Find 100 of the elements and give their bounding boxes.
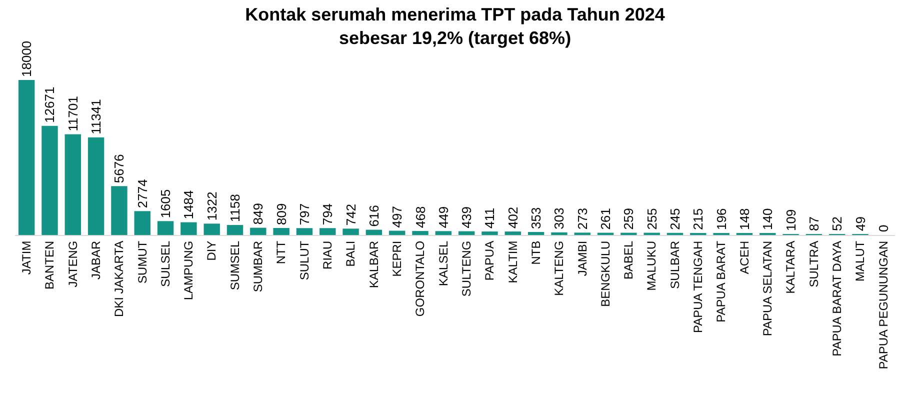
- data-label: 742: [343, 204, 358, 226]
- bar: [180, 222, 197, 235]
- data-label: 468: [412, 206, 428, 228]
- data-label: 196: [714, 208, 729, 230]
- data-label: 148: [736, 208, 752, 230]
- data-label: 140: [760, 208, 776, 230]
- data-label: 402: [505, 206, 520, 229]
- bar: [342, 228, 359, 235]
- x-tick-label: KALBAR: [366, 240, 381, 288]
- bar: [458, 231, 475, 235]
- bar: [42, 126, 58, 235]
- x-tick-label: SULUT: [297, 240, 312, 280]
- data-label: 87: [806, 216, 822, 231]
- x-tick-label: PAPUA: [482, 240, 497, 281]
- bar: [88, 137, 104, 235]
- x-tick-label: BENGKULU: [598, 240, 612, 307]
- data-label: 52: [830, 216, 845, 231]
- chart-title: Kontak serumah menerima TPT pada Tahun 2024 sebesar 19,2% (target 68%): [245, 4, 665, 48]
- x-tick-label: KALTARA: [784, 240, 798, 294]
- data-label: 439: [459, 206, 474, 228]
- bar: [250, 228, 266, 235]
- data-label: 2774: [134, 179, 150, 208]
- x-tick-label: BALI: [344, 240, 358, 267]
- data-label: 849: [250, 202, 266, 225]
- bar: [389, 230, 406, 235]
- data-label: 1484: [181, 190, 196, 220]
- bar: [320, 228, 336, 235]
- x-tick-label: LAMPUNG: [182, 240, 196, 300]
- bar: [296, 228, 313, 235]
- x-tick-label: SULSEL: [158, 240, 172, 287]
- x-tick-label: KALTENG: [552, 240, 566, 296]
- x-tick-label: NTB: [528, 240, 543, 265]
- bar: [64, 134, 81, 235]
- data-label: 497: [390, 206, 405, 228]
- data-label: 215: [690, 208, 706, 230]
- x-tick-label: JATENG: [66, 240, 80, 288]
- data-label: 109: [783, 209, 798, 231]
- x-tick-label: PAPUA SELATAN: [760, 240, 775, 336]
- bar: [157, 221, 174, 235]
- x-tick-label: SULTENG: [459, 240, 474, 297]
- x-tick-label: KALTIM: [506, 240, 520, 284]
- data-label: 353: [528, 207, 544, 229]
- data-label: 12671: [42, 86, 58, 123]
- bar: [134, 211, 150, 235]
- bar: [504, 232, 521, 235]
- x-tick-label: SUMUT: [135, 240, 150, 284]
- bar: [204, 224, 220, 235]
- x-tick-label: NTT: [274, 240, 288, 264]
- x-tick-label: JATIM: [19, 240, 34, 275]
- x-tick-label: SULTRA: [806, 240, 821, 288]
- bar: [111, 186, 128, 235]
- x-tick-label: BABEL: [622, 240, 636, 280]
- x-tick-label: KALSEL: [436, 240, 450, 286]
- x-tick-label: SUMSEL: [228, 240, 242, 290]
- x-tick-label: PAPUA BARAT: [714, 240, 728, 322]
- data-label: 259: [621, 208, 636, 230]
- data-label: 5676: [112, 154, 127, 184]
- data-label: 11341: [88, 99, 104, 134]
- x-tick-label: MALUKU: [644, 240, 659, 291]
- data-label: 1158: [228, 194, 242, 222]
- bar: [482, 231, 498, 235]
- x-tick-label: ACEH: [737, 240, 752, 274]
- x-tick-label: JAMBI: [575, 240, 590, 276]
- bar: [226, 225, 244, 235]
- data-label: 809: [274, 203, 289, 226]
- data-label: 18000: [19, 40, 34, 77]
- x-tick-label: KEPRI: [390, 240, 404, 277]
- data-label: 449: [436, 206, 451, 228]
- x-tick-label: PAPUA BARAT DAYA: [830, 240, 844, 356]
- x-tick-label: PAPUA TENGAH: [691, 240, 706, 334]
- x-tick-label: SULBAR: [668, 240, 682, 289]
- data-label: 11701: [65, 96, 80, 132]
- data-label: 303: [552, 208, 567, 230]
- data-label: 273: [574, 208, 590, 230]
- bar: [273, 228, 290, 235]
- data-label: 245: [668, 208, 682, 230]
- bar: [18, 80, 35, 235]
- bar: [435, 231, 452, 235]
- x-tick-label: DIY: [204, 240, 219, 261]
- bar: [528, 232, 544, 235]
- data-label: 797: [296, 203, 312, 226]
- data-label: 49: [852, 216, 868, 231]
- x-tick-label: BANTEN: [42, 240, 57, 290]
- data-label: 1605: [158, 189, 174, 218]
- x-tick-label: JABAR: [88, 240, 103, 280]
- bar: [551, 232, 568, 235]
- data-label: 255: [644, 208, 660, 230]
- data-label: 261: [598, 208, 614, 230]
- data-label: 794: [320, 203, 336, 226]
- data-label: 0: [876, 224, 891, 232]
- x-tick-label: SUMBAR: [251, 240, 266, 292]
- x-tick-label: GORONTALO: [413, 240, 428, 317]
- x-tick-label: MALUT: [853, 240, 868, 282]
- bar: [366, 230, 382, 235]
- data-label: 1322: [204, 192, 220, 221]
- x-tick-label: PAPUA PEGUNUNGAN: [876, 240, 890, 370]
- data-label: 616: [366, 204, 382, 227]
- x-tick-label: RIAU: [320, 240, 335, 270]
- bar: [412, 230, 428, 235]
- x-tick-label: DKI JAKARTA: [112, 240, 126, 318]
